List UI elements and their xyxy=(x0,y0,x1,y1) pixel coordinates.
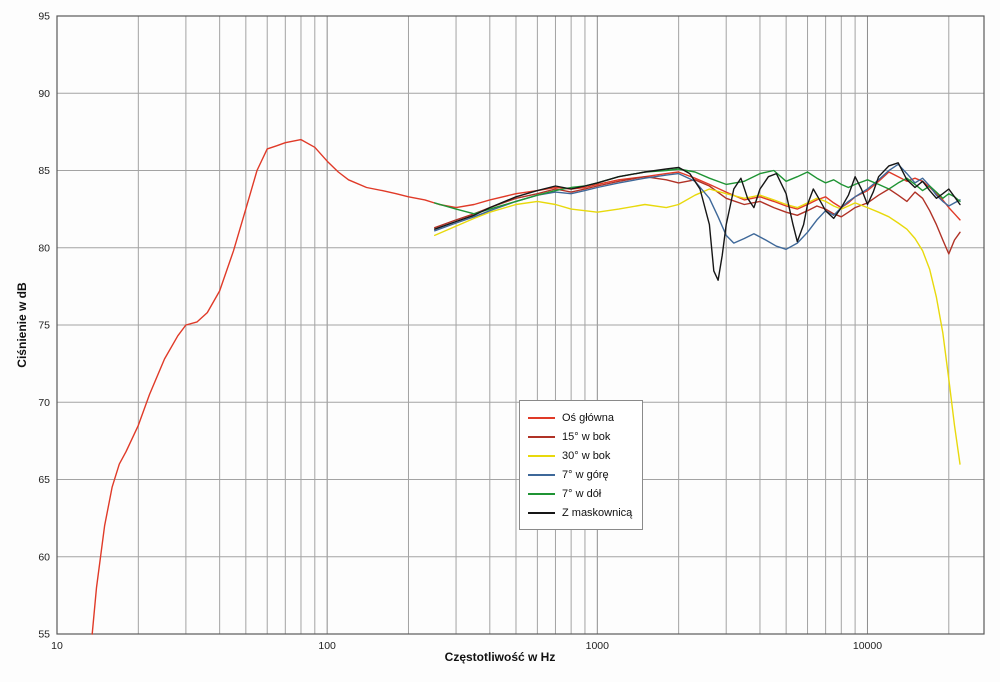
series-line-2 xyxy=(434,188,961,465)
legend-item: 30° w bok xyxy=(528,446,632,465)
legend-label: 7° w górę xyxy=(562,468,609,481)
y-tick-labels: 55 60 65 70 75 80 85 90 95 xyxy=(38,11,50,641)
series-line-4 xyxy=(434,168,961,215)
plot-border xyxy=(56,15,985,635)
series-line-3 xyxy=(434,163,961,251)
svg-text:85: 85 xyxy=(38,165,50,177)
legend-line-swatch xyxy=(528,416,555,419)
legend-line-swatch xyxy=(528,435,555,438)
y-axis-title: Ciśnienie w dB xyxy=(15,282,29,368)
legend-item: 7° w dół xyxy=(528,484,632,503)
legend-label: 7° w dół xyxy=(562,487,602,500)
legend-line-swatch xyxy=(528,454,555,457)
svg-text:10000: 10000 xyxy=(853,640,882,652)
legend: Oś główna 15° w bok 30° w bok 7° w górę 7° w… xyxy=(519,400,644,530)
legend-line-swatch xyxy=(528,492,555,495)
svg-text:10: 10 xyxy=(51,640,63,652)
plot-grid xyxy=(56,15,984,635)
x-axis-title: Częstotliwość w Hz xyxy=(444,650,556,664)
series-line-5 xyxy=(434,162,961,281)
svg-text:60: 60 xyxy=(38,551,50,563)
svg-text:95: 95 xyxy=(38,11,50,23)
svg-text:90: 90 xyxy=(38,88,50,100)
svg-text:55: 55 xyxy=(38,629,50,641)
legend-label: Z maskownicą xyxy=(562,506,633,519)
svg-text:65: 65 xyxy=(38,474,50,486)
legend-line-swatch xyxy=(528,473,555,476)
x-tick-labels: 10 100 1000 10000 xyxy=(51,640,882,652)
svg-text:70: 70 xyxy=(38,397,50,409)
svg-text:80: 80 xyxy=(38,242,50,254)
legend-item: 15° w bok xyxy=(528,427,632,446)
legend-label: 30° w bok xyxy=(562,449,611,462)
legend-item: Oś główna xyxy=(528,408,632,427)
svg-text:100: 100 xyxy=(318,640,336,652)
svg-text:75: 75 xyxy=(38,320,50,332)
legend-label: Oś główna xyxy=(562,411,614,424)
series-line-0 xyxy=(91,138,961,635)
svg-text:1000: 1000 xyxy=(586,640,610,652)
series-line-1 xyxy=(434,175,961,255)
legend-label: 15° w bok xyxy=(562,430,611,443)
legend-line-swatch xyxy=(528,511,555,514)
legend-item: 7° w górę xyxy=(528,465,632,484)
legend-item: Z maskownicą xyxy=(528,503,632,522)
